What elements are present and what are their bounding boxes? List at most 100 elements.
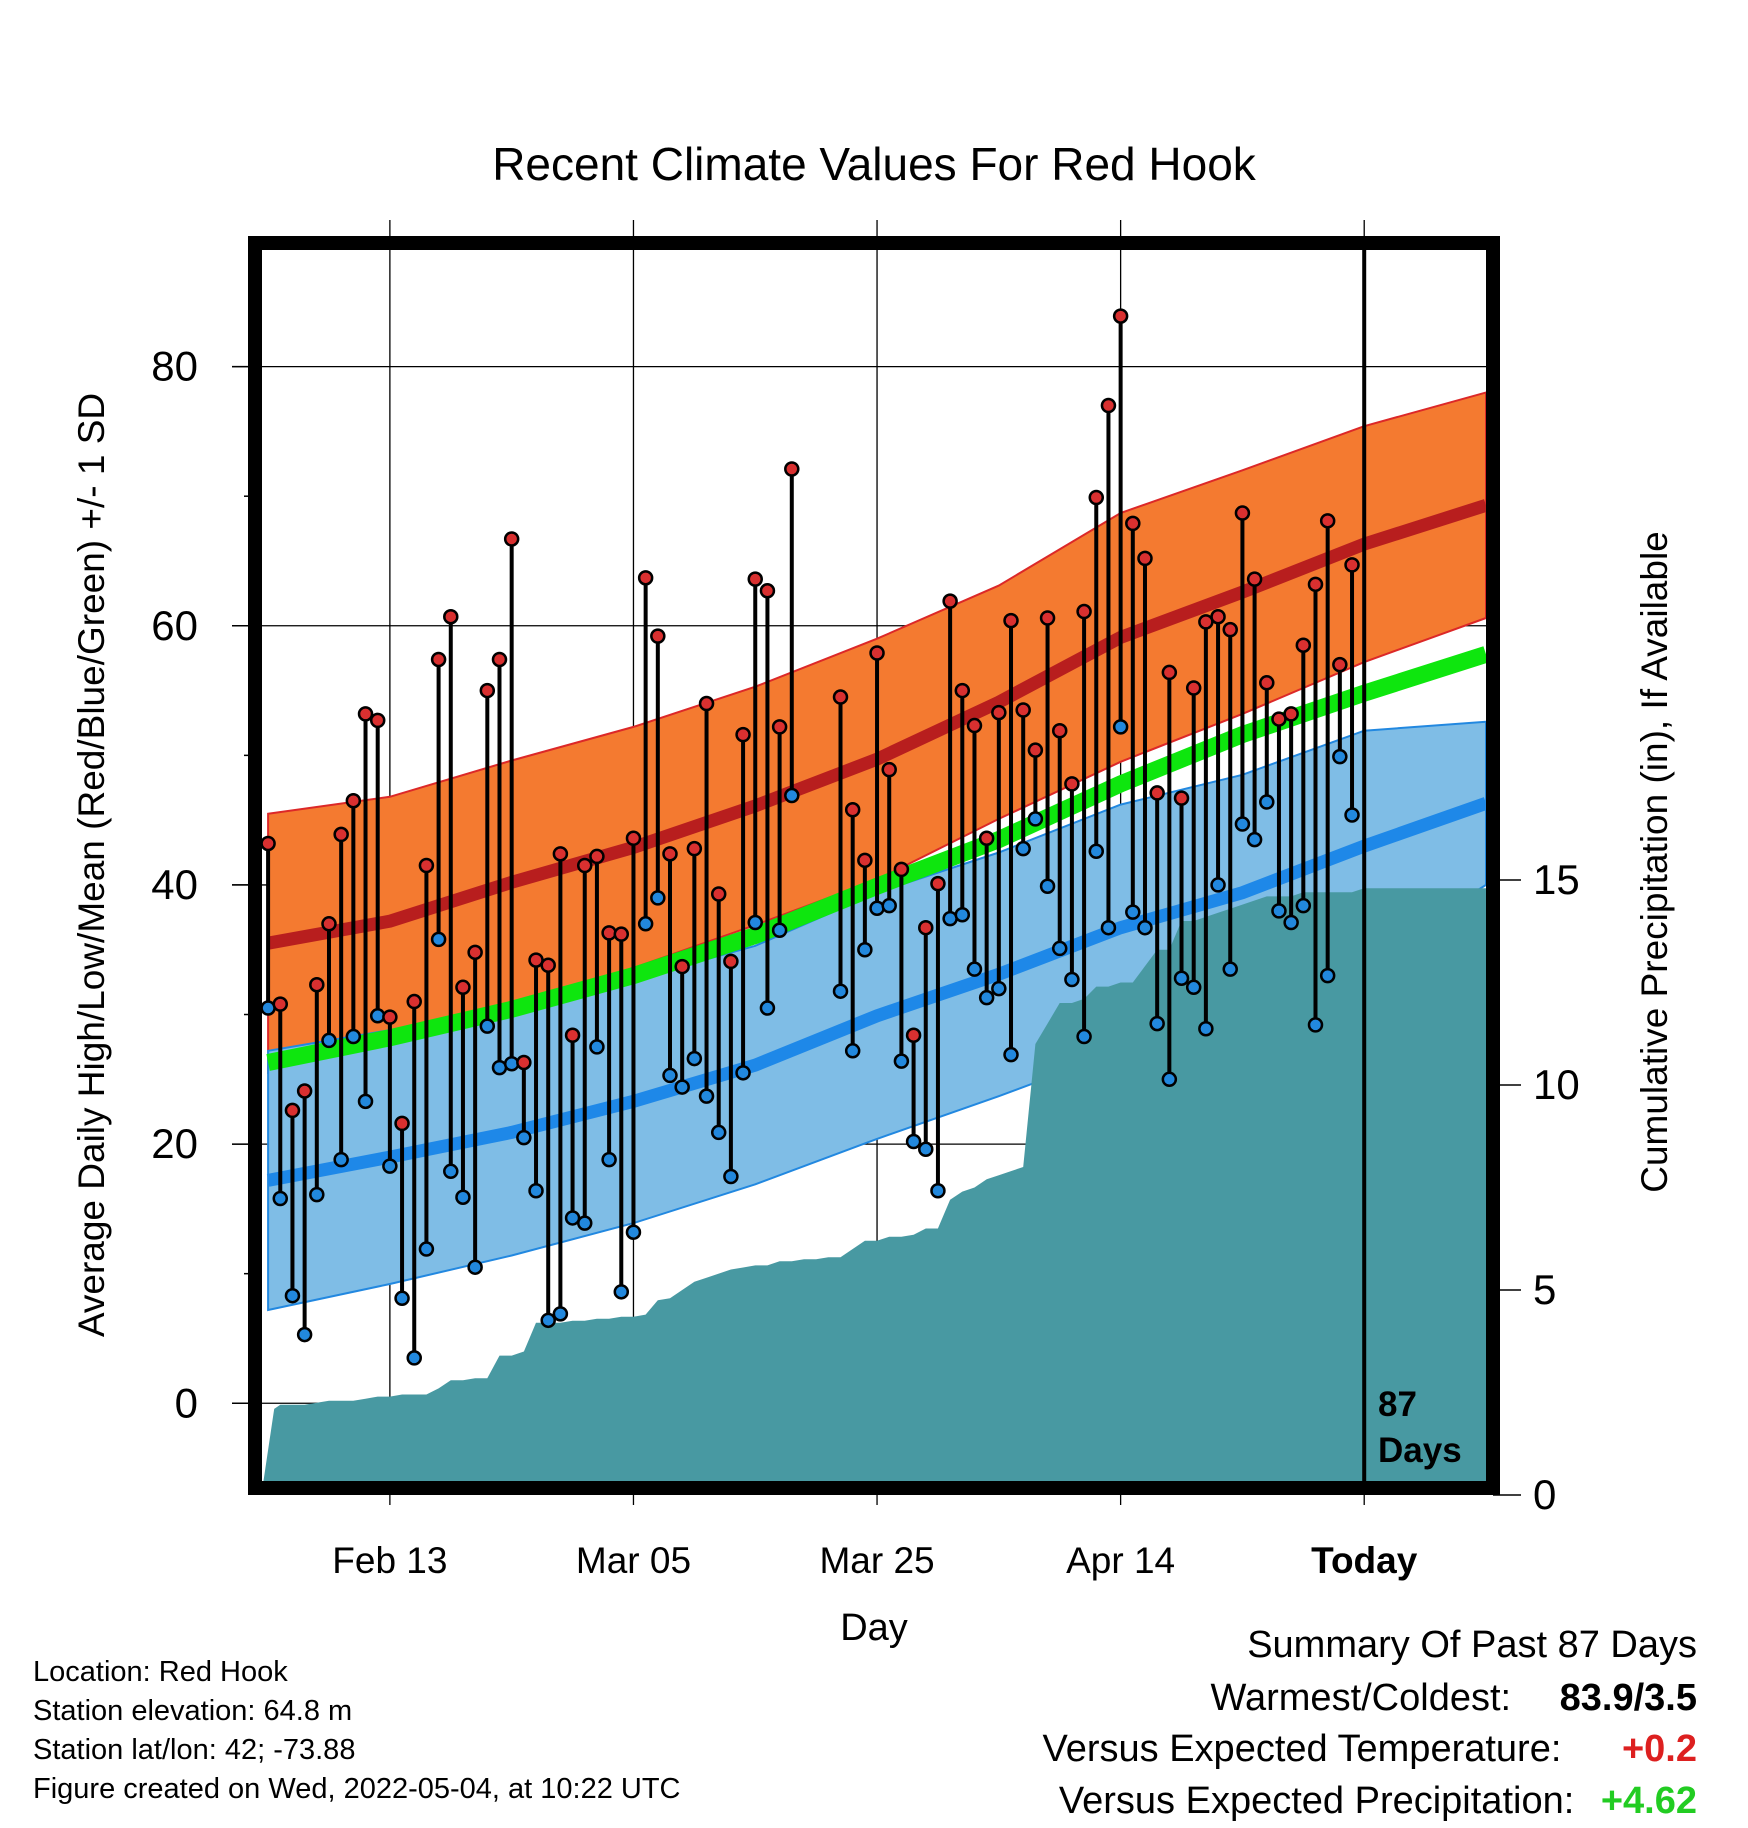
high-point-16 [455,979,471,996]
low-point-8 [357,1093,374,1110]
low-point-3 [296,1326,313,1343]
high-point-67 [1076,603,1092,620]
y2-tick-label-2: 10 [1533,1061,1580,1108]
low-point-36 [698,1088,715,1104]
high-point-17 [467,944,483,961]
high-point-23 [540,957,556,974]
high-point-21 [516,1054,532,1071]
high-point-63 [1027,742,1044,758]
high-point-8 [357,706,374,722]
low-point-47 [832,983,849,999]
low-point-34 [674,1079,690,1095]
low-point-78 [1210,877,1226,893]
low-point-80 [1234,816,1251,832]
low-point-58 [966,961,983,977]
low-point-4 [309,1186,325,1203]
summary-temp: Versus Expected Temperature: +0.2 [1042,1728,1697,1771]
low-point-1 [272,1190,289,1207]
y-axis-left: 0 20 40 60 80 [151,343,255,1426]
high-point-75 [1173,790,1190,806]
location-text: Location: Red Hook [33,1656,288,1688]
high-point-4 [309,976,325,993]
high-point-65 [1051,722,1068,739]
cumulative-precip-area [262,888,1486,1481]
summary-heading: Summary Of Past 87 Days [1247,1624,1697,1666]
y-tick-label-3: 60 [151,602,198,649]
low-point-68 [1088,843,1105,859]
high-point-3 [296,1083,313,1099]
high-point-34 [674,958,690,975]
high-point-5 [321,916,337,932]
y-axis-label: Average Daily High/Low/Mean (Red/Blue/Gr… [71,393,112,1337]
low-point-38 [723,1168,739,1185]
high-point-32 [650,628,666,644]
high-point-14 [430,651,447,668]
high-point-31 [637,570,654,586]
x-tick-label-3: Apr 14 [1066,1540,1175,1581]
high-point-48 [844,802,861,818]
high-point-2 [284,1102,301,1119]
precip-area [262,888,1486,1481]
high-point-7 [345,792,362,809]
low-point-87 [1319,967,1336,984]
high-point-11 [394,1115,410,1132]
latlon-text: Station lat/lon: 42; -73.88 [33,1734,356,1766]
high-point-52 [893,861,910,878]
high-point-18 [479,682,496,699]
high-point-60 [991,704,1007,721]
low-point-26 [576,1215,593,1231]
high-point-30 [625,830,642,847]
today-days-word: Days [1378,1431,1462,1470]
plot-frame [248,236,1500,1495]
high-point-81 [1246,571,1263,587]
low-point-55 [930,1182,946,1199]
high-point-89 [1344,557,1360,573]
low-point-75 [1173,970,1190,986]
high-point-10 [382,1009,398,1025]
x-tick-label-0: Feb 13 [332,1540,447,1581]
low-point-42 [771,922,788,939]
low-normal-line [266,797,1486,1187]
high-point-27 [589,848,605,865]
low-point-23 [540,1312,556,1329]
low-point-53 [905,1133,922,1150]
high-point-61 [1003,612,1019,629]
low-point-54 [918,1141,934,1158]
high-point-59 [978,830,995,847]
high-point-19 [491,651,508,668]
low-point-61 [1003,1046,1019,1063]
high-point-39 [735,726,751,743]
high-point-54 [918,919,934,936]
high-point-13 [418,857,435,874]
summary-warmest: Warmest/Coldest: 83.9/3.5 [1211,1677,1697,1720]
low-point-2 [284,1287,301,1304]
y2-tick-label-0: 0 [1533,1471,1556,1518]
precip-label: Versus Expected Precipitation: [1058,1780,1575,1822]
summary-precip: Versus Expected Precipitation: +4.62 [1059,1780,1697,1823]
low-point-51 [881,897,897,914]
low-point-31 [637,916,654,932]
low-point-17 [467,1259,483,1275]
x-axis: Feb 13 Mar 05 Mar 25 Apr 14 Today [332,1540,1417,1581]
low-point-40 [747,914,764,931]
warmest-label: Warmest/Coldest: [1210,1677,1512,1719]
low-point-70 [1112,719,1129,735]
high-point-64 [1039,610,1056,626]
high-point-58 [966,717,983,734]
low-point-12 [406,1350,422,1366]
low-point-50 [869,900,885,917]
high-point-0 [262,835,276,852]
low-point-13 [418,1241,435,1257]
high-point-87 [1319,513,1336,529]
low-point-88 [1332,748,1348,765]
high-point-82 [1259,675,1275,691]
low-point-66 [1064,971,1080,988]
low-point-64 [1039,878,1056,894]
low-point-82 [1259,794,1275,810]
high-point-79 [1222,621,1238,638]
y2-tick-label-3: 15 [1533,856,1580,903]
high-point-51 [881,761,897,778]
x-tick-label-1: Mar 05 [576,1540,691,1581]
low-point-6 [333,1151,349,1168]
high-point-43 [784,461,800,477]
